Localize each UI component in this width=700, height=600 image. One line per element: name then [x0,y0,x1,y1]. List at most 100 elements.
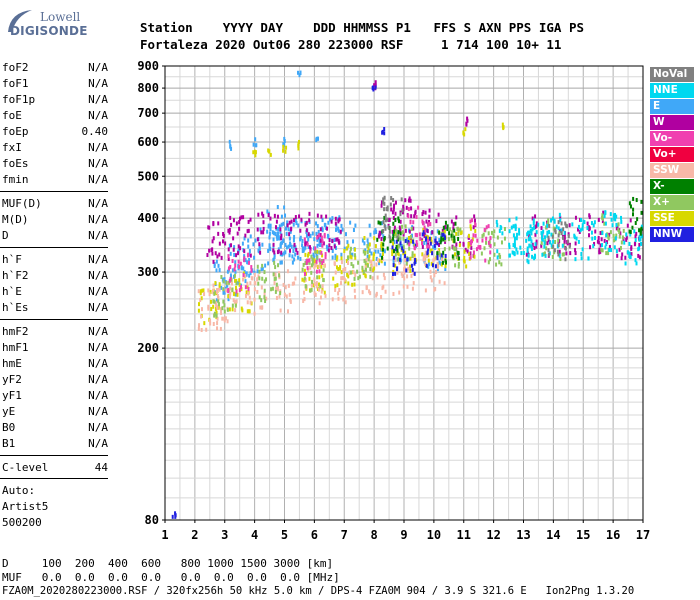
param-value: N/A [88,93,108,106]
data-point-w [393,227,396,232]
data-point-sse [430,239,433,244]
data-point-sse [218,282,221,287]
data-point-nne [615,249,618,254]
data-point-nne [496,223,499,228]
data-point-e [297,223,300,228]
data-point-x [639,228,642,233]
data-point-nnw [442,232,445,237]
param-value: N/A [88,341,108,354]
data-point-nne [628,241,631,246]
data-point-e [280,214,283,219]
data-point-x [352,264,355,269]
data-point-e [274,231,277,236]
data-point-ssw [429,275,432,280]
data-point-ssw [369,259,372,264]
data-point-w [618,247,621,252]
data-point-ssw [199,297,202,302]
data-point-e [248,257,251,262]
data-point-vo [315,269,318,274]
data-point-w [559,215,562,220]
data-point-sse [345,246,348,251]
data-point-sse [218,285,221,290]
data-point-nne [640,224,643,229]
data-point-vo [418,232,421,237]
data-point-e [346,240,349,245]
data-point-nne [508,229,511,234]
data-point-x [607,234,610,239]
data-point-w [293,218,296,223]
data-point-ssw [244,273,247,278]
data-point-w [637,253,640,258]
param-name: D [2,229,9,242]
data-point-sse [373,236,376,241]
data-point-vo [413,246,416,251]
data-point-sse [350,255,353,260]
data-point-nne [550,243,553,248]
data-point-x [444,220,447,225]
data-point-ssw [248,295,251,300]
data-point-vo [487,224,490,229]
data-point-e [279,260,282,265]
data-point-w [290,219,293,224]
data-point-nnw [412,239,415,244]
data-point-e [267,223,270,228]
data-point-nne [560,228,563,233]
data-point-ssw [215,288,218,293]
data-point-nne [495,219,498,224]
data-point-sse [467,244,470,249]
data-point-nne [624,261,627,266]
data-point-ssw [406,284,409,289]
data-point-x [363,258,366,263]
data-point-e [260,267,263,272]
data-point-w [261,211,264,216]
data-point-ssw [197,289,200,294]
data-point-nne [543,235,546,240]
data-point-sse [318,275,321,280]
data-point-e [286,220,289,225]
data-point-x [226,307,229,312]
data-point-e [294,245,297,250]
data-point-nnw [421,232,424,237]
data-point-e [252,242,255,247]
data-point-vo [237,259,240,264]
data-point-sse [200,296,203,301]
data-point-e [369,232,372,237]
data-point-ssw [319,295,322,300]
data-point-x [258,269,261,274]
data-point-w [229,215,232,220]
data-point-w [450,219,453,224]
data-point-e [282,142,285,147]
param-name: fxI [2,141,22,154]
data-point-vo [415,233,418,238]
data-point-nne [614,236,617,241]
data-point-x [258,276,261,281]
data-point-x [503,227,506,232]
data-point-nnw [374,85,377,90]
data-point-w [239,216,242,221]
data-point-x [617,227,620,232]
data-point-w [224,241,227,246]
data-point-ssw [318,301,321,306]
auto-program: Artist5 [2,500,49,513]
data-point-w [230,243,233,248]
data-point-nne [498,228,501,233]
data-point-e [432,245,435,250]
data-point-ssw [410,273,413,278]
data-point-sse [394,263,397,268]
data-point-nne [590,221,593,226]
data-point-w [586,221,589,226]
data-point-w [546,241,549,246]
data-point-w [308,218,311,223]
data-point-sse [435,255,438,260]
data-point-w [630,246,633,251]
data-point-e [257,248,260,253]
data-point-e [380,221,383,226]
data-point-w [335,237,338,242]
data-point-sse [202,288,205,293]
data-point-noval [564,257,567,262]
data-point-x [640,199,643,204]
data-point-sse [378,258,381,263]
data-point-w [534,225,537,230]
data-point-w [425,219,428,224]
data-point-noval [547,252,550,257]
